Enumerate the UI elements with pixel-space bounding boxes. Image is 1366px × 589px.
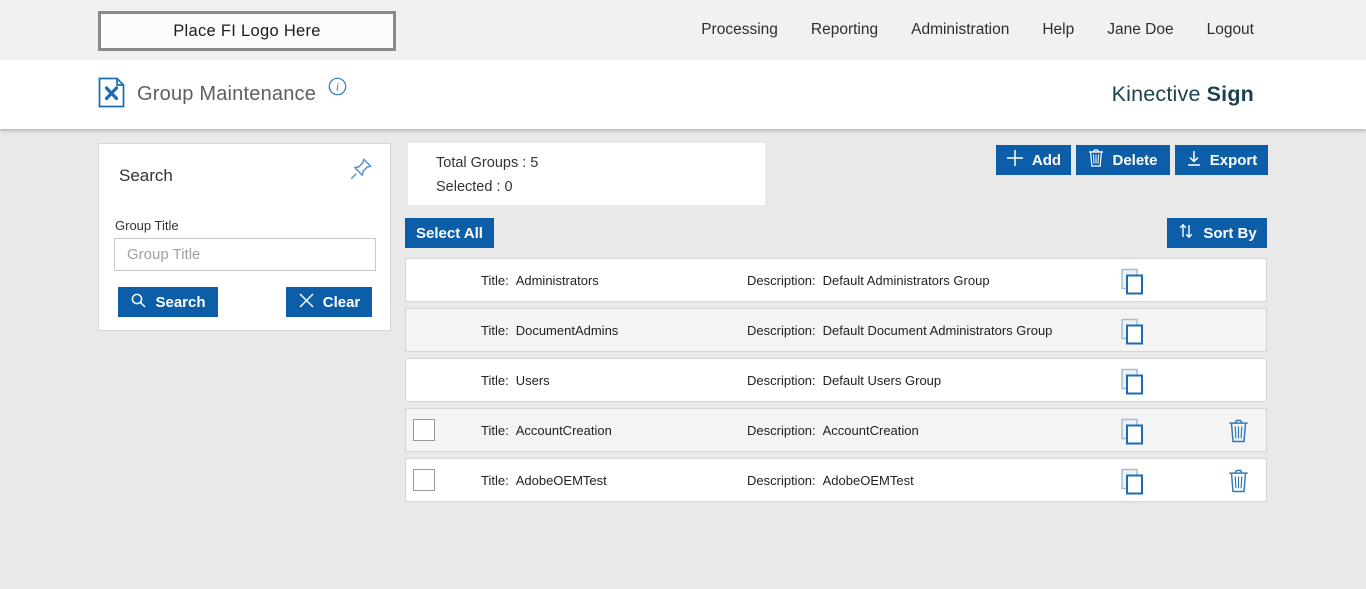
group-row: Title: DocumentAdmins Description: Default…	[405, 308, 1267, 352]
nav-logout[interactable]: Logout	[1206, 21, 1254, 38]
row-description-value: AdobeOEMTest	[822, 473, 914, 488]
pushpin-icon[interactable]	[348, 156, 374, 187]
row-title-value: AccountCreation	[515, 423, 612, 438]
page-title: Group Maintenance	[137, 83, 317, 105]
brand-logo: Kinective Sign	[1112, 60, 1254, 129]
row-checkbox[interactable]	[413, 419, 435, 441]
brand-product: Sign	[1206, 82, 1254, 106]
row-title-label: Title:	[481, 373, 509, 388]
row-title-value: Administrators	[515, 273, 599, 288]
nav-reporting[interactable]: Reporting	[810, 21, 879, 38]
row-description-label: Description:	[747, 273, 816, 288]
search-panel-title: Search	[119, 166, 173, 185]
sort-by-label: Sort By	[1203, 224, 1257, 242]
x-icon	[298, 292, 315, 313]
copy-icon[interactable]	[1119, 418, 1144, 450]
group-row: Title: AdobeOEMTest Description: AdobeOEMT…	[405, 458, 1267, 502]
row-title-label: Title:	[481, 273, 509, 288]
export-button-label: Export	[1209, 151, 1258, 169]
copy-icon[interactable]	[1119, 468, 1144, 500]
fi-logo-placeholder: Place FI Logo Here	[98, 11, 396, 51]
nav-user-jane-doe[interactable]: Jane Doe	[1107, 21, 1174, 38]
trash-icon	[1088, 149, 1104, 171]
clear-button[interactable]: Clear	[286, 287, 372, 317]
summary-box: Total Groups : 5 Selected : 0	[408, 143, 765, 205]
select-all-label: Select All	[416, 224, 483, 242]
row-description-label: Description:	[747, 473, 816, 488]
group-row: Title: Users Description: Default Users Gr…	[405, 358, 1267, 402]
row-description-label: Description:	[747, 423, 816, 438]
row-description-value: Default Users Group	[822, 373, 942, 388]
selected-value: 0	[504, 179, 513, 195]
download-icon	[1186, 150, 1202, 171]
selected-label: Selected :	[436, 179, 501, 195]
row-title-value: Users	[515, 373, 550, 388]
delete-button[interactable]: Delete	[1076, 145, 1170, 175]
select-all-button[interactable]: Select All	[405, 218, 494, 248]
group-row: Title: AccountCreation Description: Accoun…	[405, 408, 1267, 452]
action-toolbar: Add Delete	[996, 145, 1268, 175]
delete-row-icon[interactable]	[1228, 469, 1249, 498]
copy-icon[interactable]	[1119, 268, 1144, 300]
copy-icon[interactable]	[1119, 318, 1144, 350]
row-title-value: DocumentAdmins	[515, 323, 619, 338]
group-row: Title: Administrators Description: Default…	[405, 258, 1267, 302]
nav-administration[interactable]: Administration	[911, 21, 1010, 38]
group-list: Title: Administrators Description: Default…	[405, 258, 1267, 508]
row-title-label: Title:	[481, 323, 509, 338]
top-bar: Place FI Logo Here Processing Reporting …	[0, 0, 1366, 60]
total-groups-label: Total Groups :	[436, 155, 527, 171]
group-title-label: Group Title	[115, 218, 179, 233]
delete-button-label: Delete	[1112, 151, 1158, 169]
sort-arrows-icon	[1177, 222, 1195, 244]
export-button[interactable]: Export	[1175, 145, 1268, 175]
info-icon[interactable]: i	[328, 77, 347, 101]
page-header: Group Maintenance i Kinective Sign	[0, 60, 1366, 129]
clear-button-label: Clear	[322, 293, 361, 311]
row-description-value: AccountCreation	[822, 423, 919, 438]
add-button[interactable]: Add	[996, 145, 1071, 175]
copy-icon[interactable]	[1119, 368, 1144, 400]
row-title-label: Title:	[481, 423, 509, 438]
row-description-value: Default Administrators Group	[822, 273, 990, 288]
row-title-label: Title:	[481, 473, 509, 488]
row-description-value: Default Document Administrators Group	[822, 323, 1053, 338]
plus-icon	[1006, 149, 1024, 171]
row-title-value: AdobeOEMTest	[515, 473, 607, 488]
search-button[interactable]: Search	[118, 287, 218, 317]
nav-help[interactable]: Help	[1042, 21, 1075, 38]
document-tools-icon	[98, 77, 125, 113]
group-title-input[interactable]	[114, 238, 376, 271]
nav-processing[interactable]: Processing	[701, 21, 778, 38]
sort-by-button[interactable]: Sort By	[1167, 218, 1267, 248]
row-checkbox[interactable]	[413, 469, 435, 491]
svg-text:i: i	[336, 81, 339, 93]
row-description-label: Description:	[747, 323, 816, 338]
delete-row-icon[interactable]	[1228, 419, 1249, 448]
brand-name: Kinective	[1111, 82, 1201, 106]
magnifier-icon	[130, 292, 147, 313]
row-description-label: Description:	[747, 373, 816, 388]
total-groups-value: 5	[530, 155, 539, 171]
search-panel: Search Group Title Search	[98, 143, 391, 331]
add-button-label: Add	[1031, 151, 1062, 169]
search-button-label: Search	[155, 293, 206, 311]
top-nav: Processing Reporting Administration Help…	[701, 0, 1254, 60]
fi-logo-text: Place FI Logo Here	[173, 21, 321, 40]
